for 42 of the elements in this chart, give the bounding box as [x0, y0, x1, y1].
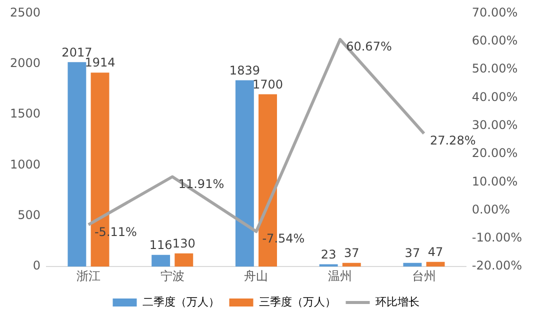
- x-tick-label: 浙江: [76, 268, 100, 283]
- data-label: 60.67%: [346, 40, 392, 54]
- y2-tick-label: -20.00%: [472, 258, 522, 273]
- y-tick-label: 1000: [10, 157, 41, 172]
- y-tick-label: 1500: [10, 106, 41, 121]
- y-tick-label: 0: [32, 258, 41, 273]
- data-label: 37: [404, 246, 420, 260]
- y2-tick-label: 70.00%: [472, 5, 518, 20]
- bar: [235, 80, 254, 267]
- y2-tick-label: 40.00%: [472, 90, 518, 104]
- legend-label: 三季度（万人）: [258, 295, 336, 308]
- data-label: 11.91%: [178, 176, 224, 191]
- x-tick-label: 温州: [328, 268, 352, 283]
- bar: [403, 262, 422, 267]
- bar: [152, 254, 170, 267]
- y-tick-label: 500: [18, 208, 41, 222]
- bar: [426, 262, 445, 267]
- data-label: 1839: [229, 63, 260, 78]
- x-tick-label: 宁波: [160, 268, 184, 283]
- bar: [174, 253, 194, 267]
- data-label: 23: [320, 247, 336, 262]
- y2-tick-label: 20.00%: [472, 146, 518, 160]
- y2-tick-label: 60.00%: [472, 33, 518, 48]
- data-label: 47: [428, 244, 444, 259]
- y-tick-label: 2500: [10, 5, 41, 20]
- data-label: 116: [149, 238, 172, 252]
- data-label: 27.28%: [430, 134, 476, 148]
- y2-tick-label: -10.00%: [472, 230, 522, 245]
- legend-label: 环比增长: [375, 295, 420, 308]
- y2-tick-label: 50.00%: [472, 62, 518, 76]
- y-tick-label: 2000: [10, 56, 41, 70]
- y2-tick-label: 0.00%: [472, 202, 510, 216]
- x-tick-label: 舟山: [244, 268, 268, 283]
- data-label: 130: [172, 236, 196, 251]
- y2-tick-label: 30.00%: [472, 118, 518, 132]
- data-label: 37: [344, 246, 360, 260]
- bar: [342, 262, 361, 267]
- data-label: 1914: [84, 56, 116, 70]
- legend-label: 二季度（万人）: [142, 295, 220, 308]
- x-tick-label: 台州: [412, 268, 436, 283]
- y2-tick-label: 10.00%: [472, 174, 518, 188]
- bar: [68, 62, 86, 267]
